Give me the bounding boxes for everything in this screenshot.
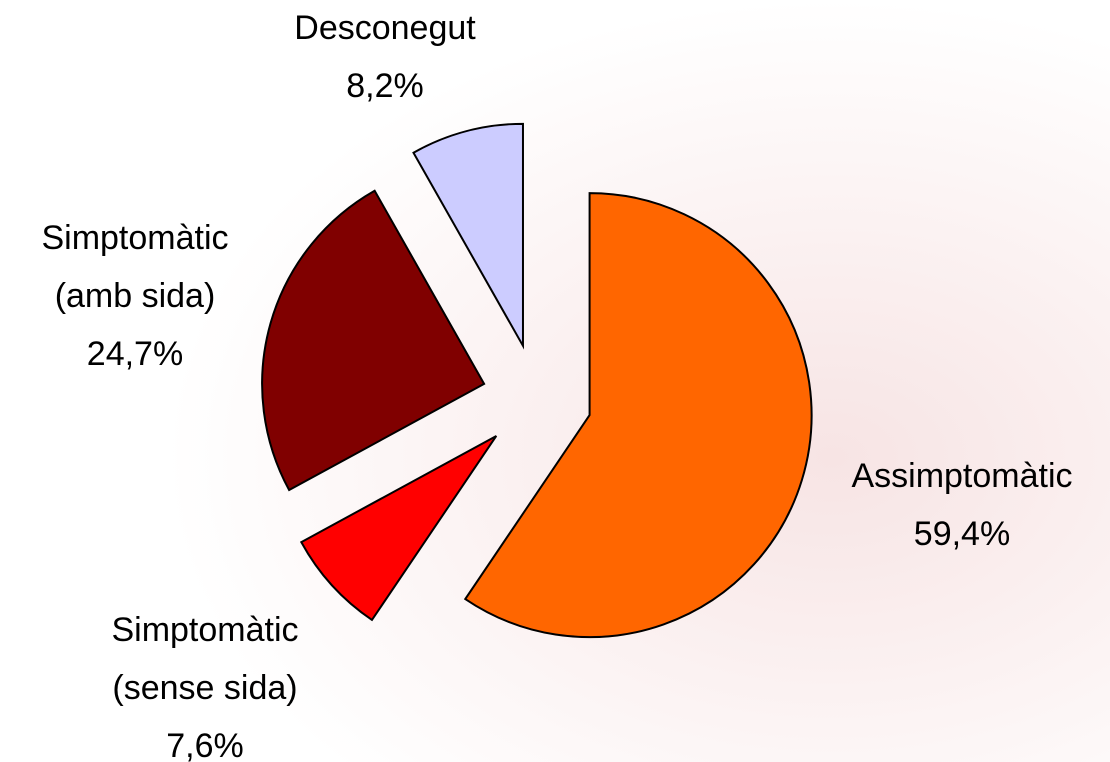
value-label: 8,2%	[346, 67, 424, 105]
slice-label: Simptomàtic (sense sida)	[111, 611, 298, 707]
value-label: 7,6%	[166, 727, 244, 762]
slice-label: Simptomàtic (amb sida)	[41, 219, 228, 315]
pie-slice	[299, 435, 498, 622]
value-label: 24,7%	[87, 335, 183, 373]
value-label: 59,4%	[914, 515, 1010, 553]
slice-label: Assimptomàtic	[851, 457, 1072, 495]
pie-slice	[412, 122, 524, 350]
slice-label: Desconegut	[294, 9, 476, 47]
pie-slice	[261, 189, 486, 492]
pie-slice	[463, 192, 813, 639]
